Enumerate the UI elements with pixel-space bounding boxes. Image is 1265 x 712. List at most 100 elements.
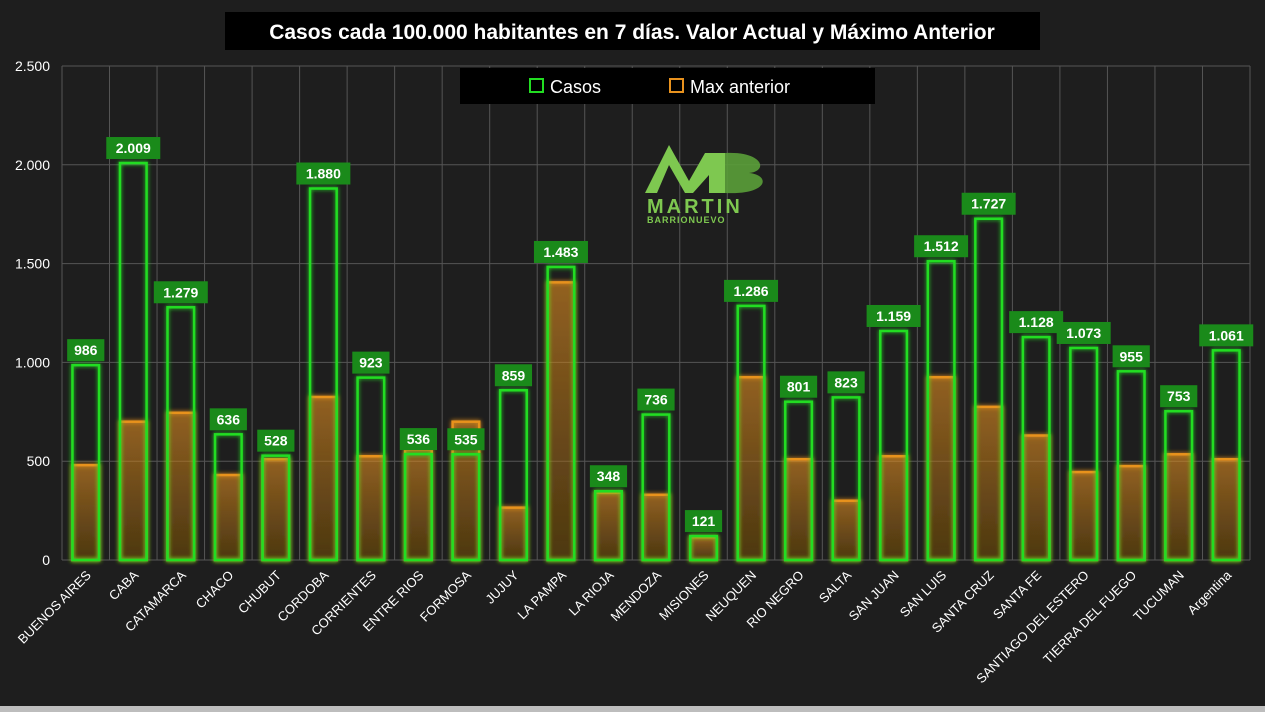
legend-label-casos: Casos [550,77,601,97]
bar-casos [118,161,148,562]
data-label: 859 [502,367,526,383]
title-box [225,12,1040,50]
y-tick-label: 1.500 [15,256,50,272]
data-label-box [296,162,351,185]
data-label: 121 [692,513,716,529]
bar-max-anterior [688,536,719,562]
bar-max-anterior [356,455,386,562]
bar-casos [213,433,243,562]
bar-casos [71,363,101,562]
x-tick-label: CHUBUT [235,567,284,616]
bar-max-anterior [308,395,338,562]
bar-max-anterior [926,375,956,562]
bar-max-anterior [261,457,291,562]
bar-casos [498,389,528,562]
bar-casos [166,306,196,562]
data-label: 753 [1167,388,1191,404]
bar-casos [831,396,861,562]
bar-casos [451,453,481,562]
data-label-box [914,235,969,258]
legend: Casos Max anterior [460,68,875,104]
logo-name: MARTIN [647,196,743,218]
data-label-box [779,375,818,398]
data-label-box [399,428,437,451]
bar-casos [736,304,766,562]
bar-casos [784,400,814,562]
data-label: 1.286 [734,283,769,299]
x-tick-label: MENDOZA [608,567,665,624]
data-label: 986 [74,342,98,358]
bar-max-anterior [736,375,766,562]
y-tick-label: 500 [27,453,51,469]
bar-max-anterior [1164,453,1194,562]
bar-casos [1069,346,1099,562]
y-tick-label: 1.000 [15,354,50,370]
data-label: 2.009 [116,140,151,156]
bar-max-anterior [1211,457,1241,562]
data-label: 1.880 [306,166,341,182]
bar-casos [261,454,291,562]
x-tick-label: BUENOS AIRES [15,567,94,646]
data-label-box [961,192,1016,215]
bar-max-anterior [71,463,101,562]
page-bottom-edge [0,706,1265,712]
bar-casos [593,489,624,562]
data-label-box [257,429,295,452]
data-label-box [533,240,588,263]
data-label: 1.073 [1066,325,1101,341]
data-label: 536 [407,431,431,447]
data-label-box [827,371,865,394]
bar-max-anterior [593,491,624,562]
legend-box [460,68,875,104]
data-label: 923 [359,355,383,371]
data-label: 736 [644,392,668,408]
data-label-box [1056,321,1111,344]
data-label: 348 [597,468,621,484]
legend-swatch-max-anterior [669,78,684,93]
chart-title: Casos cada 100.000 habitantes en 7 días.… [269,21,995,44]
bar-max-anterior [213,473,243,562]
series-casos [71,161,1241,562]
series-max-anterior [71,281,1241,562]
data-label: 1.159 [876,308,911,324]
data-label: 823 [834,374,858,390]
x-tick-label: FORMOSA [417,567,474,624]
bar-casos [688,534,719,562]
data-label-box [209,408,247,431]
data-label-box [447,428,485,451]
data-label: 801 [787,379,811,395]
bar-casos [926,259,956,562]
data-label: 1.512 [924,238,959,254]
data-label-box [637,388,675,411]
data-label-box [1009,311,1064,334]
y-axis: 0 500 1.000 1.500 2.000 2.500 [15,58,50,568]
bar-max-anterior [118,420,148,562]
data-label-box [1199,324,1254,347]
data-label: 1.483 [543,244,578,260]
bar-max-anterior [403,448,433,562]
data-label-box [352,351,390,374]
legend-label-max-anterior: Max anterior [690,77,790,97]
bar-max-anterior [546,281,576,562]
x-tick-label: TUCUMAN [1130,568,1187,625]
bar-max-anterior [879,455,909,562]
x-tick-label: JUJUY [482,567,521,606]
data-label-box [1160,385,1198,408]
bar-casos [546,265,576,562]
bar-max-anterior [166,411,196,562]
data-labels: 986 2.009 1.279 636 528 1.880 923 536 535 859 1.48… [67,137,1254,533]
x-tick-label: SALTA [816,567,855,606]
bar-max-anterior [641,493,671,562]
data-label: 535 [454,431,478,447]
data-label: 1.061 [1209,327,1244,343]
bar-max-anterior [831,499,861,562]
bar-casos [1211,349,1241,562]
bar-casos [879,329,909,562]
bar-casos [1116,370,1146,562]
data-label-box [589,465,628,488]
data-label: 528 [264,433,288,449]
x-tick-label: Argentina [1184,567,1235,618]
data-label-box [67,339,105,362]
